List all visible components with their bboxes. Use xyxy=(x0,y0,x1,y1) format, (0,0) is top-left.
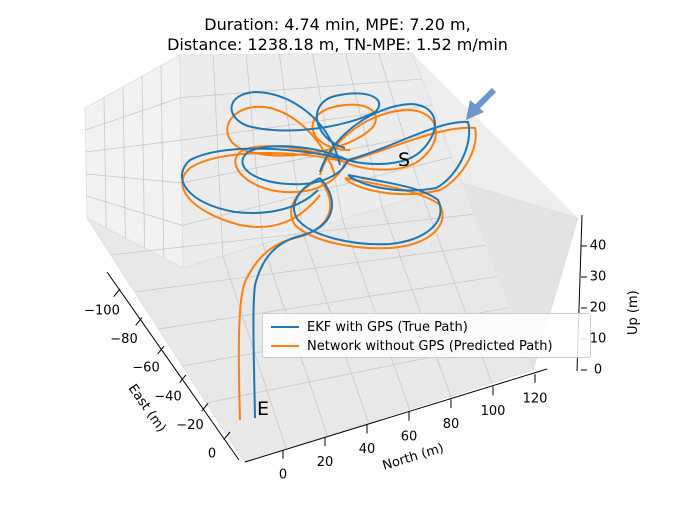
legend-label-true-path: EKF with GPS (True Path) xyxy=(307,319,468,335)
x-tick-mark xyxy=(201,403,209,412)
z-tick-label: 30 xyxy=(590,270,607,285)
x-tick-label: −80 xyxy=(110,332,137,347)
x-tick-label: −60 xyxy=(132,361,159,376)
grid-line xyxy=(86,156,453,226)
x-tick-mark xyxy=(223,431,231,441)
legend-swatch-blue xyxy=(271,326,299,328)
right-pane xyxy=(412,53,578,370)
x-tick-label: −100 xyxy=(84,304,120,319)
chart-title-line-2: Distance: 1238.18 m, TN-MPE: 1.52 m/min xyxy=(167,35,508,54)
y-tick-label: 60 xyxy=(401,430,418,445)
end-label: E xyxy=(257,398,269,420)
legend: EKF with GPS (True Path) Network without… xyxy=(262,313,591,358)
x-ticks: −100 −80 −60 −40 −20 0 xyxy=(84,288,231,462)
grid-line xyxy=(378,53,423,196)
z-tick-label: 10 xyxy=(590,332,607,347)
grid-line xyxy=(85,104,433,153)
legend-entry-true-path: EKF with GPS (True Path) xyxy=(271,318,468,336)
y-axis-label: North (m) xyxy=(381,441,446,474)
start-arrow-icon xyxy=(466,87,497,120)
grid-line xyxy=(345,53,383,208)
y-ticks: 0 20 40 60 80 100 120 xyxy=(279,374,548,483)
grid-line xyxy=(141,76,145,249)
grid-line xyxy=(279,54,303,232)
z-ticks: 0 10 20 30 40 xyxy=(581,239,606,378)
x-axis-line xyxy=(106,271,240,461)
grid-line xyxy=(103,97,107,229)
z-axis-label: Up (m) xyxy=(626,290,641,335)
series-blue-path xyxy=(180,91,471,419)
x-tick-mark xyxy=(157,345,165,355)
x-tick-mark xyxy=(135,317,143,326)
x-tick-mark xyxy=(179,374,187,383)
x-tick-label: 0 xyxy=(208,447,216,462)
grid-line xyxy=(85,78,423,131)
grid-line xyxy=(134,244,486,293)
y-tick-label: 80 xyxy=(443,417,460,432)
x-tick-label: −20 xyxy=(176,418,203,433)
y-tick-label: 100 xyxy=(481,404,506,419)
grid-line xyxy=(381,207,452,397)
grid-line xyxy=(158,276,498,330)
grid-line xyxy=(122,86,126,239)
grid-line xyxy=(160,65,165,259)
legend-swatch-orange xyxy=(271,345,299,347)
z-tick-label: 20 xyxy=(590,301,607,316)
z-tick-label: 0 xyxy=(594,363,602,378)
grid-line xyxy=(110,213,474,256)
chart-title-line-1: Duration: 4.74 min, MPE: 7.20 m, xyxy=(204,15,471,34)
x-tick-label: −40 xyxy=(154,389,181,404)
legend-label-predicted-path: Network without GPS (Predicted Path) xyxy=(307,338,553,354)
start-label: S xyxy=(398,149,410,171)
y-axis-line xyxy=(244,368,548,463)
x-tick-mark xyxy=(113,288,121,298)
y-tick-label: 120 xyxy=(523,392,548,407)
legend-entry-predicted-path: Network without GPS (Predicted Path) xyxy=(271,337,553,355)
grid-line xyxy=(212,54,224,256)
z-tick-label: 40 xyxy=(590,239,607,254)
grid-line xyxy=(312,53,343,220)
y-tick-label: 40 xyxy=(359,442,376,457)
y-tick-label: 20 xyxy=(317,455,334,470)
y-tick-label: 0 xyxy=(279,468,287,483)
